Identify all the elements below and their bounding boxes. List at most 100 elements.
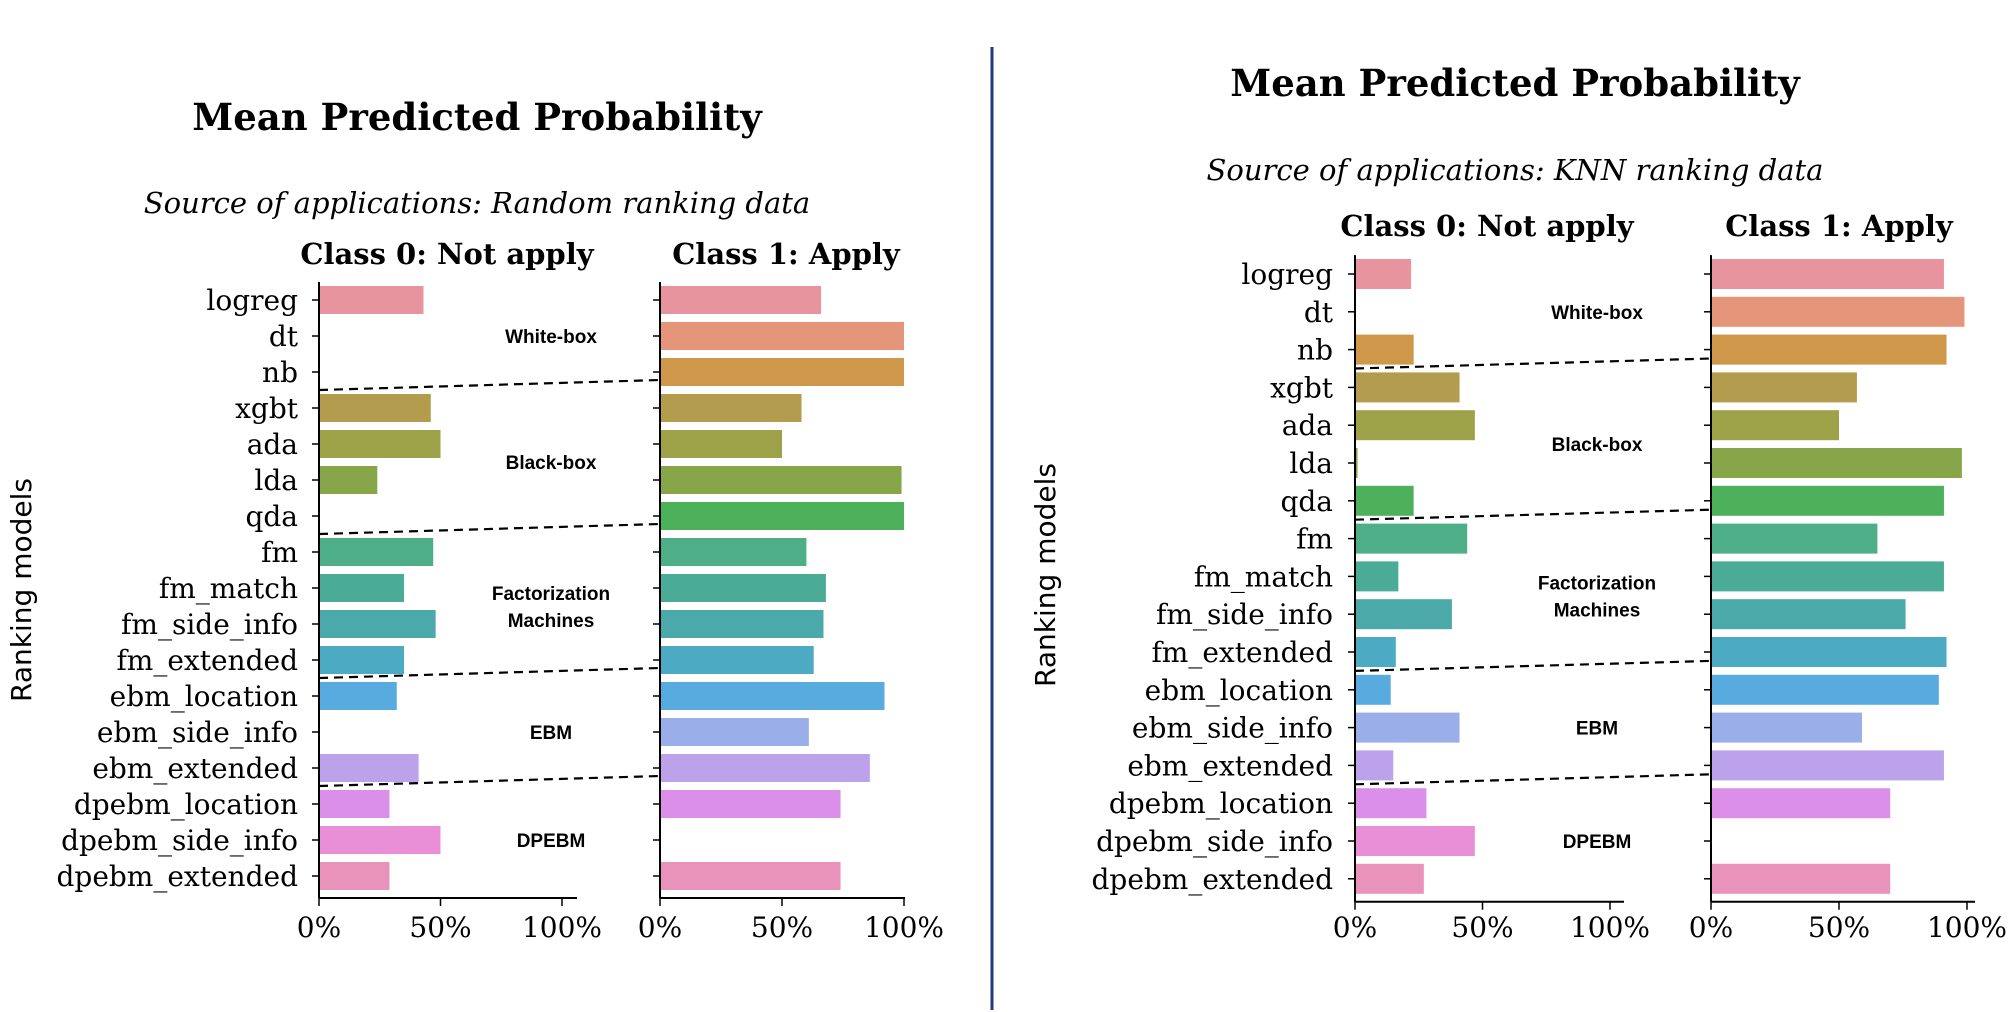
group-separator — [1354, 659, 1712, 672]
group-separator — [318, 774, 661, 788]
class1-header: Class 1: Apply — [672, 237, 901, 271]
bar — [660, 394, 802, 422]
x-tick-label: 100% — [1927, 911, 2007, 944]
bar — [660, 790, 841, 818]
category-label: fm_match — [159, 572, 298, 605]
bar — [1711, 750, 1944, 781]
bar — [1355, 523, 1468, 554]
category-label: lda — [254, 464, 298, 497]
bar — [1355, 410, 1475, 441]
bar — [319, 466, 378, 494]
category-label: nb — [262, 356, 298, 389]
category-label: dpebm_location — [74, 788, 298, 821]
bar — [1711, 259, 1944, 289]
bar — [319, 862, 390, 890]
bar — [1355, 259, 1412, 289]
bar — [319, 430, 441, 458]
bar — [660, 610, 824, 638]
panel-title: Mean Predicted Probability — [192, 95, 763, 139]
class1-header: Class 1: Apply — [1725, 209, 1954, 243]
bar — [319, 538, 434, 566]
bar — [1355, 334, 1414, 365]
bar — [1711, 334, 1947, 365]
group-separator — [318, 666, 661, 680]
category-label: ebm_side_info — [97, 716, 298, 749]
class0-header: Class 0: Not apply — [300, 237, 594, 271]
category-label: dpebm_side_info — [1096, 825, 1333, 858]
category-label: qda — [1280, 485, 1333, 518]
bar — [1711, 296, 1965, 327]
bar — [1355, 788, 1427, 819]
bar — [1711, 788, 1891, 819]
bar — [1355, 750, 1394, 781]
bar — [660, 862, 841, 890]
x-tick-label: 50% — [751, 911, 813, 944]
group-label: DPEBM — [1563, 832, 1632, 853]
bar — [1711, 712, 1863, 743]
y-axis-label: Ranking models — [5, 478, 38, 702]
bar — [1355, 863, 1424, 894]
class0-header: Class 0: Not apply — [1340, 209, 1634, 243]
category-label: ebm_location — [110, 680, 298, 713]
category-label: dpebm_location — [1109, 787, 1333, 820]
category-label: fm — [261, 536, 298, 569]
category-label: fm — [1296, 523, 1333, 556]
bar — [1355, 826, 1475, 856]
category-label: ebm_extended — [92, 752, 298, 785]
x-tick-label: 100% — [1570, 911, 1650, 944]
bar — [1355, 448, 1358, 478]
category-label: ada — [1282, 409, 1333, 442]
panel-subtitle: Source of applications: Random ranking d… — [144, 186, 810, 220]
category-label: nb — [1297, 334, 1333, 367]
bar — [1711, 448, 1962, 478]
category-label: lda — [1289, 447, 1333, 480]
bar — [1355, 561, 1399, 592]
bar — [660, 502, 904, 530]
group-label: White-box — [505, 327, 597, 348]
group-separator — [1354, 773, 1712, 786]
category-label: logreg — [1241, 258, 1333, 291]
bar — [1355, 712, 1460, 743]
bar — [319, 754, 419, 782]
bar — [660, 682, 885, 710]
category-label: ebm_side_info — [1132, 712, 1333, 745]
category-label: dt — [1304, 296, 1334, 329]
category-label: ada — [247, 428, 298, 461]
group-label: DPEBM — [517, 831, 586, 852]
bar — [1711, 523, 1878, 554]
x-tick-label: 0% — [297, 911, 341, 944]
bar — [319, 826, 441, 854]
x-tick-label: 100% — [522, 911, 602, 944]
group-label: EBM — [530, 723, 572, 744]
bar — [1711, 863, 1891, 894]
bar — [660, 574, 826, 602]
category-label: dpebm_side_info — [61, 824, 298, 857]
bar — [1355, 637, 1396, 667]
group-label: White-box — [1551, 303, 1643, 324]
category-label: dpebm_extended — [56, 860, 298, 893]
x-tick-label: 50% — [1808, 911, 1870, 944]
x-tick-label: 0% — [1333, 911, 1377, 944]
group-label: Black-box — [1552, 435, 1643, 456]
bar — [319, 286, 424, 314]
bar — [1355, 674, 1391, 705]
category-label: xgbt — [1270, 371, 1334, 404]
bar — [660, 358, 904, 386]
category-label: qda — [245, 500, 298, 533]
category-label: xgbt — [235, 392, 299, 425]
category-label: fm_extended — [1151, 636, 1333, 669]
group-label: Factorization Machines — [1538, 573, 1656, 621]
bar — [660, 646, 814, 674]
y-axis-label: Ranking models — [1029, 463, 1062, 687]
bar — [319, 574, 405, 602]
bar — [1711, 637, 1947, 667]
x-tick-label: 0% — [638, 911, 682, 944]
panel-title: Mean Predicted Probability — [1230, 61, 1801, 105]
bar — [1711, 674, 1939, 705]
category-label: logreg — [206, 284, 298, 317]
bar — [1355, 485, 1414, 516]
x-tick-label: 100% — [864, 911, 944, 944]
bar — [660, 466, 902, 494]
category-label: dpebm_extended — [1091, 863, 1333, 896]
